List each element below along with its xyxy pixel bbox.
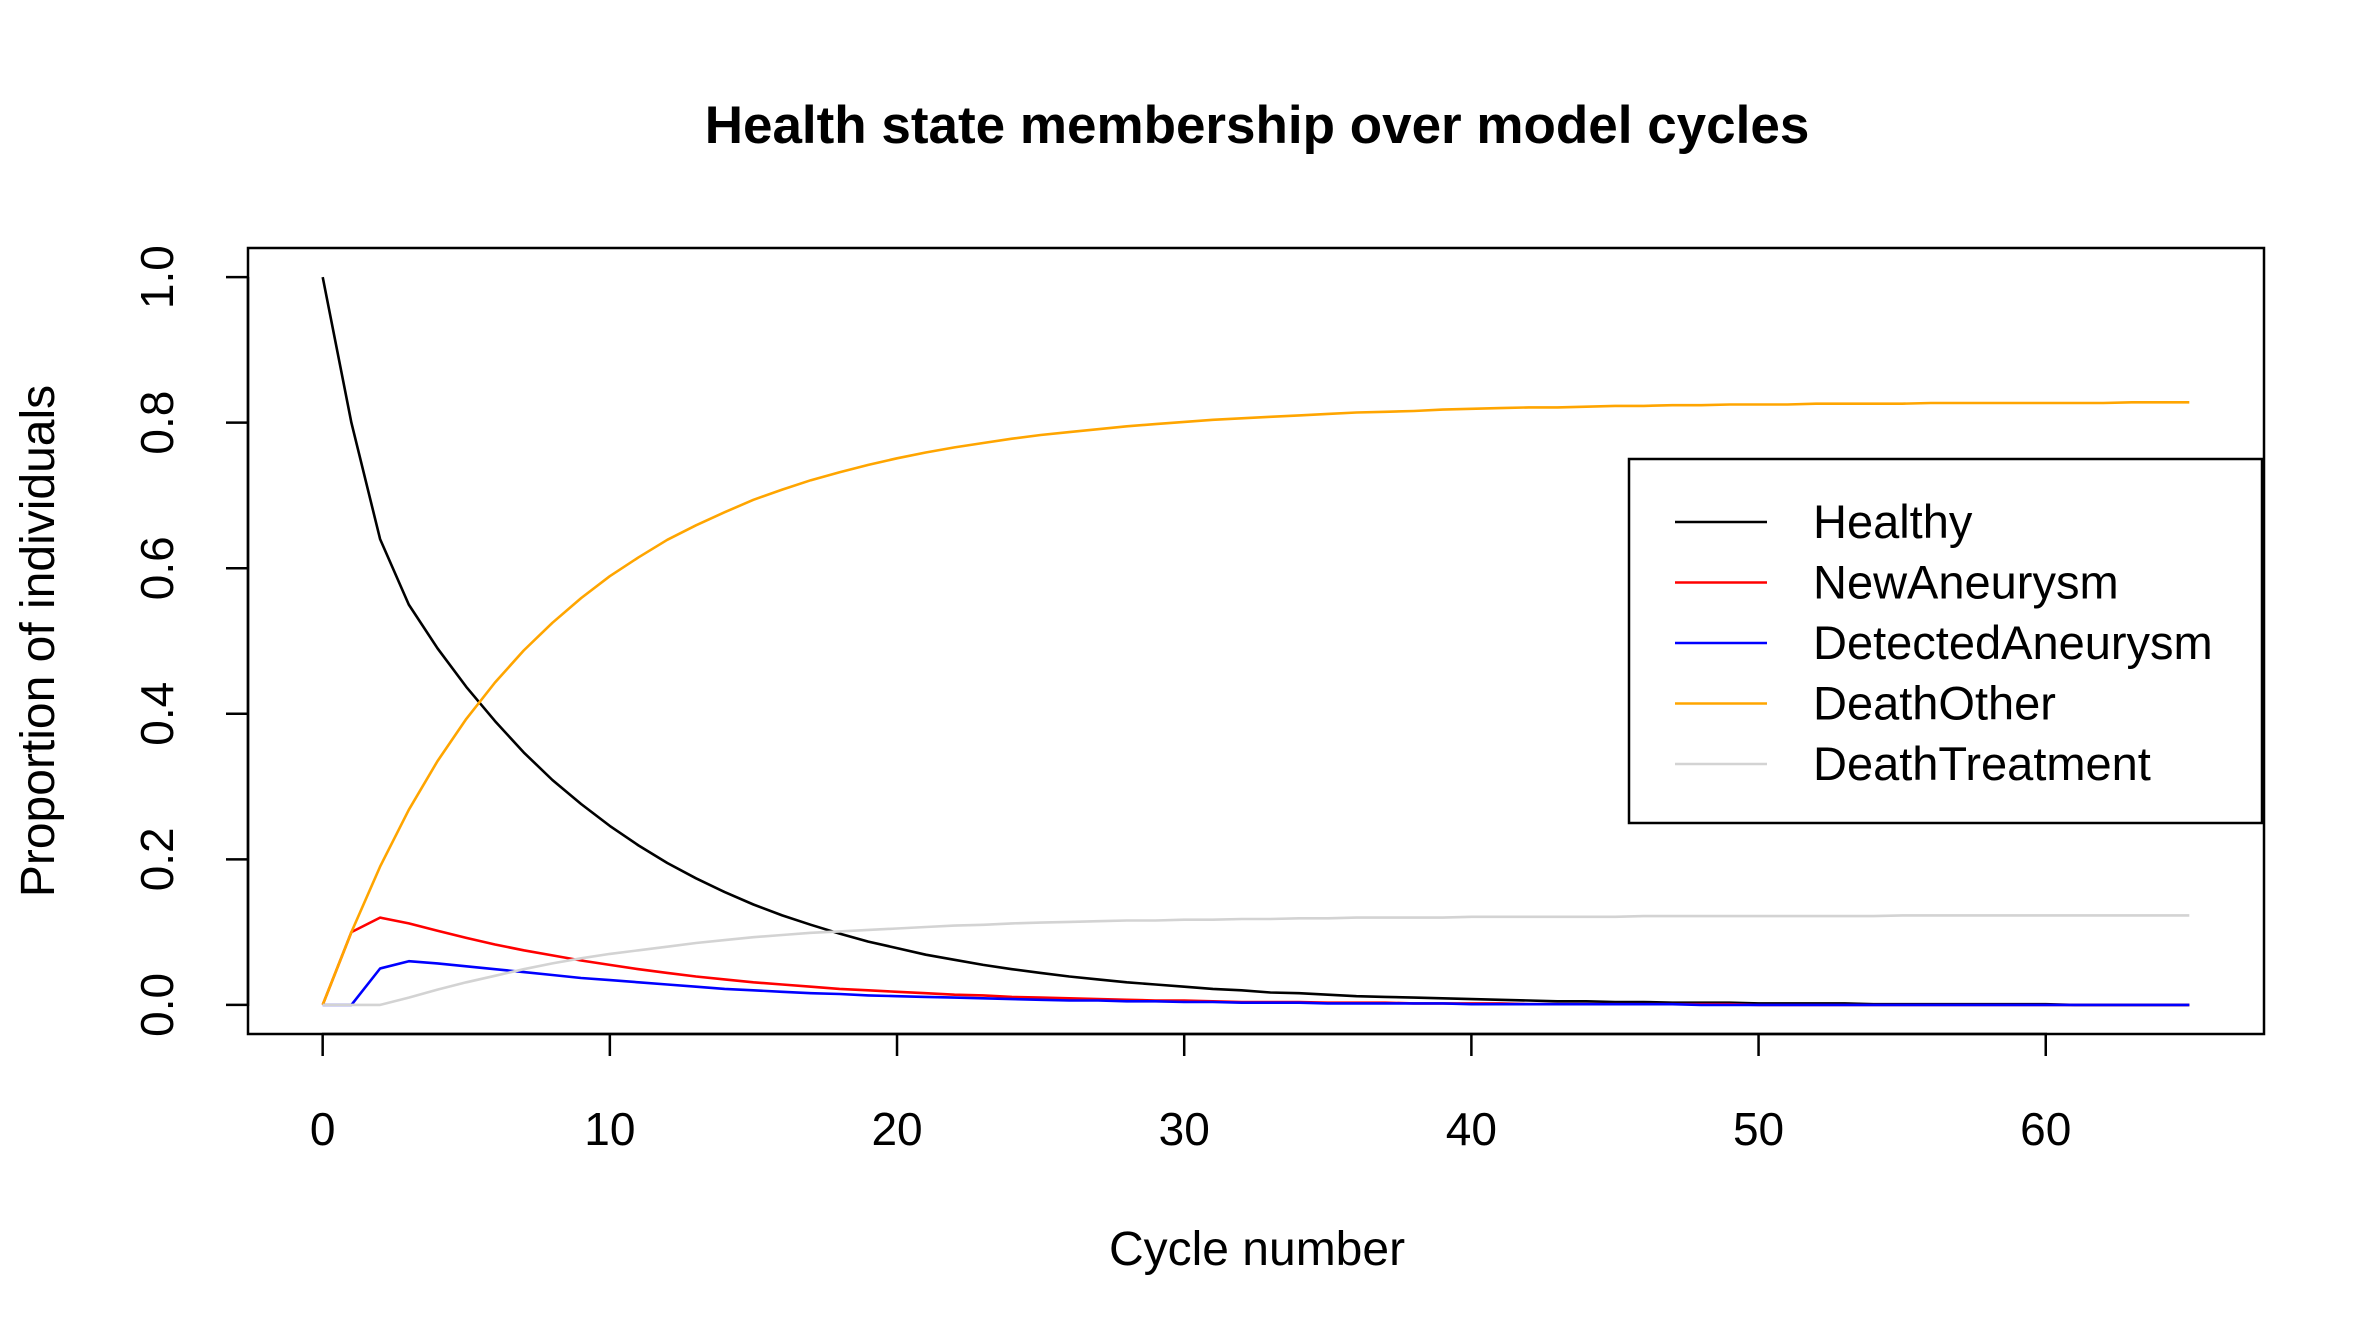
x-tick-label: 50: [1733, 1103, 1784, 1155]
x-axis: 0 10 20 30 40 50 60: [310, 1032, 2071, 1155]
y-tick-label: 0.6: [131, 536, 183, 600]
legend-label-detectedaneurysm: DetectedAneurysm: [1813, 616, 2213, 669]
chart-title: Health state membership over model cycle…: [705, 96, 1810, 155]
legend-label-deathtreatment: DeathTreatment: [1813, 737, 2151, 790]
series-line-detectedaneurysm: [322, 959, 2190, 1007]
x-tick-label: 0: [310, 1103, 336, 1155]
y-tick-label: 0.0: [131, 973, 183, 1037]
series-group: [321, 276, 2190, 1007]
legend-label-newaneurysm: NewAneurysm: [1813, 556, 2119, 609]
y-axis-label: Proportion of individuals: [12, 385, 65, 897]
series-line-deathtreatment: [322, 914, 2190, 1007]
y-tick-label: 0.2: [131, 827, 183, 891]
y-tick-label: 1.0: [131, 245, 183, 309]
series-line-deathother: [321, 400, 2190, 1006]
legend-label-healthy: Healthy: [1813, 495, 1973, 548]
legend: Healthy NewAneurysm DetectedAneurysm DeathO…: [1627, 457, 2264, 825]
x-tick-label: 60: [2020, 1103, 2071, 1155]
x-axis-label: Cycle number: [1109, 1223, 1405, 1276]
x-tick-label: 10: [584, 1103, 635, 1155]
x-tick-label: 30: [1159, 1103, 1210, 1155]
x-tick-label: 40: [1446, 1103, 1497, 1155]
x-tick-label: 20: [871, 1103, 922, 1155]
legend-label-deathother: DeathOther: [1813, 677, 2056, 730]
y-tick-label: 0.4: [131, 682, 183, 746]
y-axis: 0.0 0.2 0.4 0.6 0.8 1.0: [131, 245, 250, 1037]
legend-box: [1627, 457, 2264, 825]
y-tick-label: 0.8: [131, 391, 183, 455]
